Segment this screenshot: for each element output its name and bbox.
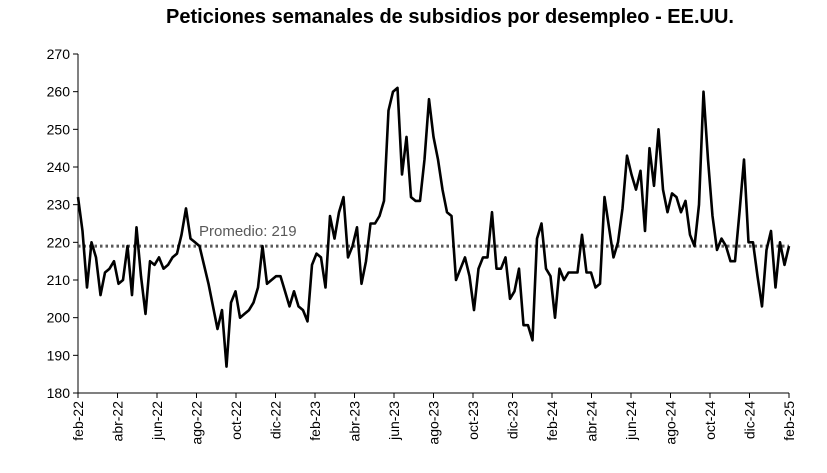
y-tick-label: 260 (47, 84, 71, 100)
x-tick-label: ago-24 (663, 401, 679, 445)
x-tick-label: oct-23 (465, 401, 481, 440)
x-tick-label: abr-23 (347, 401, 363, 442)
y-tick-label: 180 (47, 385, 71, 401)
x-tick-label: dic-24 (742, 401, 758, 439)
y-tick-label: 240 (47, 159, 71, 175)
x-tick-label: oct-24 (702, 401, 718, 440)
x-tick-label: jun-24 (623, 401, 639, 441)
y-tick-label: 230 (47, 197, 71, 213)
x-tick-label: ago-22 (189, 401, 205, 445)
x-tick-label: jun-22 (149, 401, 165, 441)
y-tick-label: 220 (47, 234, 71, 250)
x-tick-label: abr-22 (110, 401, 126, 442)
x-tick-label: dic-22 (268, 401, 284, 439)
y-tick-label: 250 (47, 121, 71, 137)
x-tick-label: oct-22 (228, 401, 244, 440)
series-line (76, 86, 791, 368)
y-tick-label: 200 (47, 310, 71, 326)
y-tick-label: 210 (47, 272, 71, 288)
x-tick-label: feb-25 (781, 401, 797, 441)
x-tick-label: feb-23 (307, 401, 323, 441)
x-axis-ticks: feb-22 abr-22 jun-22 ago-22 oct-22 dic-22 feb-… (70, 393, 797, 445)
chart-title: Peticiones semanales de subsidios por de… (166, 6, 734, 28)
x-tick-label: feb-24 (544, 401, 560, 441)
x-tick-label: abr-24 (584, 401, 600, 442)
y-axis-ticks: 180 190 200 210 220 230 240 250 260 270 (47, 46, 78, 401)
x-tick-label: dic-23 (505, 401, 521, 439)
x-tick-label: jun-23 (386, 401, 402, 441)
y-tick-label: 270 (47, 46, 71, 62)
average-label: Promedio: 219 (199, 223, 297, 240)
x-tick-label: ago-23 (426, 401, 442, 445)
y-tick-label: 190 (47, 347, 71, 363)
x-tick-label: feb-22 (70, 401, 86, 441)
